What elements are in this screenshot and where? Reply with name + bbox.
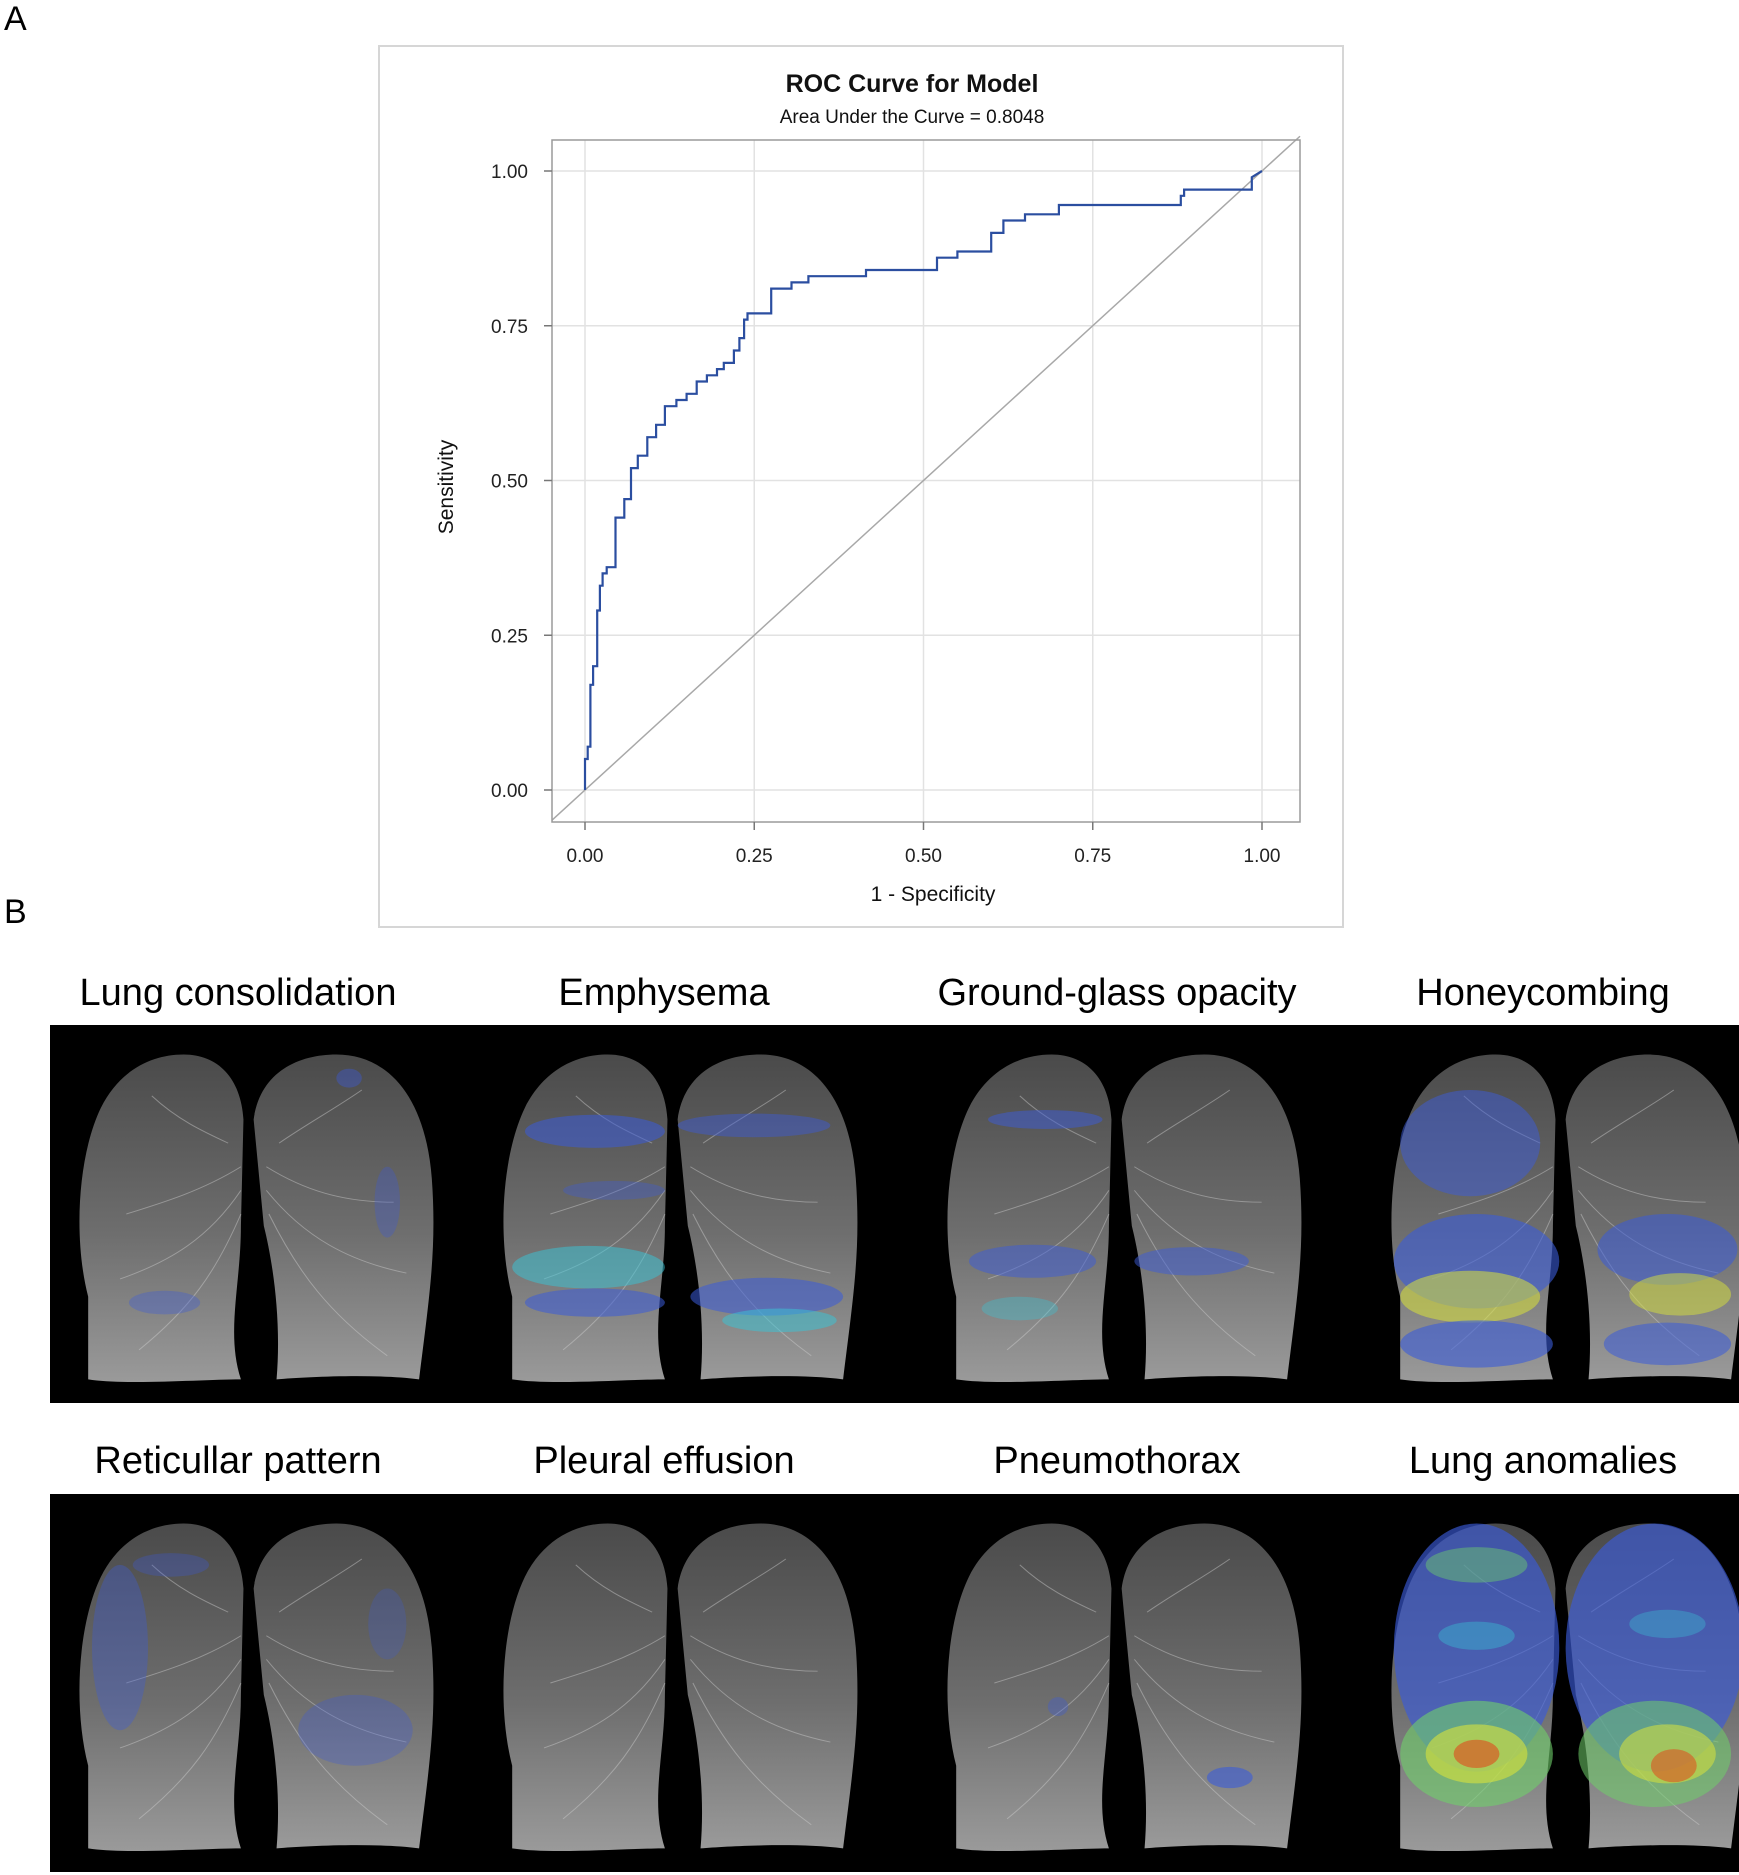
heatmap-blob (1438, 1621, 1515, 1650)
lung-image (1391, 1054, 1739, 1382)
x-tick-label: 0.00 (567, 846, 604, 867)
heatmap-blob (1629, 1273, 1732, 1316)
right-lung-shape (1121, 1054, 1302, 1380)
left-lung-shape (79, 1523, 244, 1851)
y-tick-label: 0.00 (491, 781, 528, 802)
label-emphysema: Emphysema (558, 972, 770, 1014)
x-tick-label: 0.50 (905, 846, 942, 867)
left-lung-shape (947, 1523, 1112, 1851)
heatmap-blob (722, 1308, 837, 1333)
lung-image-strip-row-2 (50, 1494, 1739, 1872)
roc-curve-line (583, 170, 1263, 790)
lung-image (79, 1523, 434, 1851)
left-lung-shape (947, 1054, 1112, 1382)
left-lung-shape (79, 1054, 244, 1382)
y-tick-label: 1.00 (491, 162, 528, 183)
heatmap-blob (1047, 1697, 1069, 1717)
right-lung-shape (677, 1523, 858, 1849)
heatmap-blob (563, 1180, 665, 1200)
right-lung-shape (253, 1054, 434, 1380)
heatmap-blob (374, 1166, 400, 1238)
chart-title: ROC Curve for Model (786, 70, 1039, 98)
lung-image-cell (1362, 1494, 1739, 1872)
lung-image (947, 1054, 1302, 1382)
heatmap-blob (1400, 1320, 1553, 1368)
heatmap-blob (524, 1114, 665, 1148)
lung-image (79, 1054, 434, 1382)
lung-image-cell (474, 1494, 894, 1872)
y-tick-label: 0.25 (491, 626, 528, 647)
heatmap-blob (128, 1290, 201, 1315)
heatmap-blob (92, 1564, 148, 1731)
y-axis-label: Sensitivity (435, 439, 458, 534)
panel-b-letter: B (4, 893, 27, 931)
lung-image-cell (50, 1025, 470, 1403)
x-tick-label: 1.00 (1244, 846, 1281, 867)
heatmap-blob (1400, 1270, 1541, 1323)
heatmap-blob (968, 1244, 1097, 1278)
roc-chart-frame: ROC Curve for Model Area Under the Curve… (378, 45, 1344, 928)
heatmap-blob (1400, 1089, 1541, 1197)
heatmap-blob (1629, 1609, 1706, 1639)
lung-image (947, 1523, 1302, 1851)
label-reticullar-pattern: Reticullar pattern (94, 1440, 382, 1482)
lung-image-cell (1362, 1025, 1739, 1403)
heatmap-blob (524, 1288, 665, 1317)
heatmap-blob (981, 1296, 1058, 1321)
heatmap-blob (988, 1110, 1103, 1129)
lung-image (1391, 1523, 1739, 1851)
reference-diagonal-line (551, 135, 1301, 821)
label-lung-consolidation: Lung consolidation (79, 972, 397, 1014)
heatmap-blob (512, 1245, 665, 1289)
right-lung-shape (253, 1523, 434, 1849)
lung-image (503, 1054, 858, 1382)
x-axis-label: 1 - Specificity (871, 883, 996, 906)
heatmap-blob (1597, 1214, 1738, 1285)
right-lung-shape (1121, 1523, 1302, 1849)
panel-a-letter: A (4, 0, 27, 38)
lung-image (503, 1523, 858, 1851)
heatmap-blob (1206, 1766, 1253, 1789)
lung-image-strip-row-1 (50, 1025, 1739, 1403)
label-ground-glass-opacity: Ground-glass opacity (937, 972, 1297, 1014)
heatmap-blob (1650, 1749, 1697, 1783)
heatmap-blob (298, 1694, 413, 1766)
lung-image-cell (50, 1494, 470, 1872)
label-pleural-effusion: Pleural effusion (533, 1440, 795, 1482)
y-tick-label: 0.50 (491, 472, 528, 493)
lung-image-cell (474, 1025, 894, 1403)
heatmap-blob (132, 1553, 210, 1577)
roc-chart: ROC Curve for Model Area Under the Curve… (435, 70, 1301, 906)
x-tick-label: 0.25 (736, 846, 773, 867)
heatmap-blob (1134, 1247, 1249, 1276)
x-tick-label: 0.75 (1074, 846, 1111, 867)
heatmap-blob (1453, 1739, 1500, 1769)
chart-subtitle: Area Under the Curve = 0.8048 (780, 107, 1045, 128)
heatmap-blob (1603, 1322, 1732, 1366)
label-honeycombing: Honeycombing (1416, 972, 1670, 1014)
heatmap-blob (690, 1277, 844, 1316)
lung-image-cell (918, 1494, 1338, 1872)
heatmap-blob (677, 1113, 831, 1138)
left-lung-shape (503, 1523, 668, 1851)
heatmap-blob (368, 1588, 407, 1660)
y-tick-label: 0.75 (491, 317, 528, 338)
heatmap-blob (1425, 1547, 1528, 1583)
lung-image-cell (918, 1025, 1338, 1403)
label-pneumothorax: Pneumothorax (993, 1440, 1241, 1482)
label-lung-anomalies: Lung anomalies (1408, 1440, 1678, 1482)
heatmap-blob (336, 1068, 362, 1088)
